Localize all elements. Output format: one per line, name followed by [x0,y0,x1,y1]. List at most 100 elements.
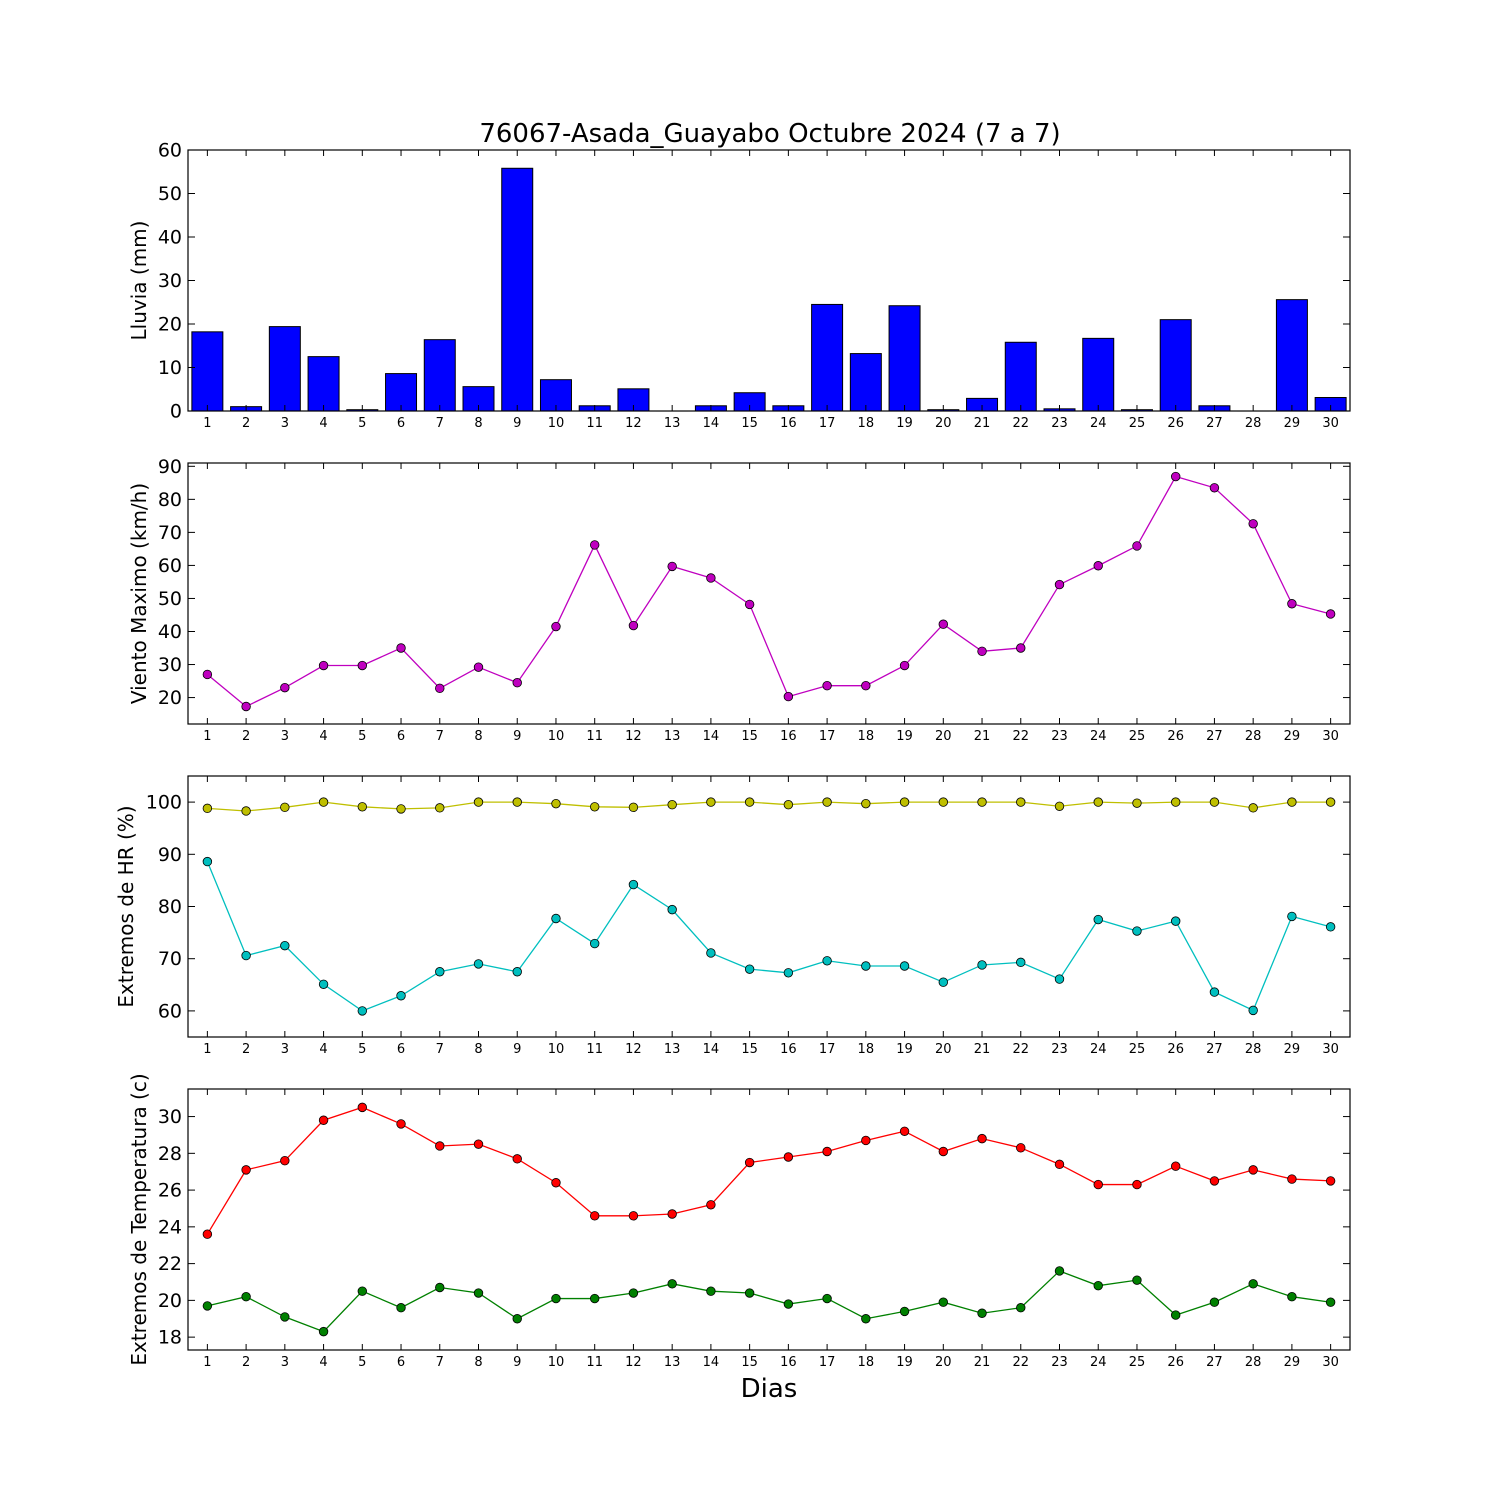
x-tick-label: 17 [819,1355,836,1370]
x-tick-label: 9 [513,416,521,431]
x-tick-label: 7 [436,1355,444,1370]
y-tick-label: 30 [158,1106,182,1128]
temperature-series-0-point-day-13 [667,1209,677,1219]
max-wind-series-0-point-day-4 [318,660,329,671]
temperature-series-0-point-day-25 [1132,1179,1142,1190]
rainfall-bar-day-6 [385,373,418,412]
max-wind-series-0-point-day-26 [1170,471,1181,482]
x-tick-label: 3 [281,729,289,744]
humidity-series-1-point-day-7 [435,967,445,977]
temperature-series-1-point-day-2 [241,1291,251,1302]
temperature-series-1-point-day-29 [1287,1291,1297,1302]
y-tick-label: 60 [158,140,182,162]
humidity-series-1-point-day-20 [938,977,949,987]
x-tick-label: 18 [858,1355,875,1370]
humidity-series-1-point-day-11 [590,938,600,949]
humidity-series-1-point-day-9 [512,967,522,977]
x-tick-label: 3 [281,1355,289,1370]
x-tick-label: 22 [1012,416,1029,431]
x-tick-label: 19 [896,729,913,744]
x-tick-label: 7 [436,729,444,744]
humidity-series-0-point-day-15 [744,797,755,807]
y-tick-label: 30 [158,654,182,676]
x-tick-label: 22 [1012,1355,1029,1370]
rainfall-bar-day-4 [307,356,340,412]
humidity-series-1-point-day-1 [202,856,213,867]
x-tick-label: 22 [1012,1042,1029,1057]
humidity-series-1-point-day-5 [357,1006,368,1016]
y-tick-label: 28 [158,1143,182,1165]
temperature-series-0-point-day-15 [744,1157,755,1168]
x-tick-label: 27 [1206,416,1223,431]
x-tick-label: 18 [858,1042,875,1057]
x-axis-title: Dias [741,1374,798,1404]
x-tick-label: 25 [1129,416,1146,431]
x-tick-label: 5 [358,416,366,431]
rainfall-bar-day-17 [811,303,844,412]
x-tick-label: 13 [664,416,681,431]
humidity-series-1-point-day-10 [551,913,561,924]
x-tick-label: 2 [242,1355,250,1370]
x-tick-label: 28 [1245,416,1262,431]
max-wind-series-0-point-day-1 [202,669,213,680]
y-tick-label: 70 [158,522,182,544]
y-tick-label: 80 [158,489,182,511]
y-tick-label: 40 [158,227,182,249]
humidity-series-0-point-day-5 [357,802,368,812]
humidity-series-0-point-day-16 [783,800,794,810]
humidity-extremes-panel: 1 2 3 4 5 6 7 8 9 10 11 12 13 14 15 16 17 18 19 20 21 22 23 24 2… [114,775,1351,1057]
max-wind-series-0-point-day-18 [861,680,871,691]
temperature-series-1-point-day-11 [590,1293,600,1304]
y-tick-label: 24 [158,1216,182,1238]
temperature-extremes-panel: 1 2 3 4 5 6 7 8 9 10 11 12 13 14 15 16 17 18 19 20 21 22 23 24 2… [127,1073,1351,1370]
humidity-series-0-point-day-19 [899,797,910,807]
temperature-series-0-point-day-1 [202,1229,213,1239]
x-tick-label: 8 [474,729,482,744]
temperature-series-1-point-day-26 [1170,1310,1181,1320]
x-tick-label: 11 [586,416,603,431]
x-tick-label: 9 [513,1042,521,1057]
temperature-series-1-point-day-27 [1209,1297,1220,1307]
x-tick-label: 15 [741,1042,758,1057]
x-tick-label: 20 [935,416,952,431]
temperature-series-1-line [207,1270,1331,1333]
x-tick-label: 14 [703,729,720,744]
x-tick-label: 16 [780,1355,797,1370]
x-tick-label: 20 [935,1355,952,1370]
temperature-series-0-point-day-26 [1170,1161,1181,1171]
rainfall-bar-day-1 [191,331,224,412]
x-tick-label: 24 [1090,1355,1107,1370]
temperature-series-1-point-day-30 [1325,1297,1336,1307]
x-tick-label: 1 [203,1042,211,1057]
max-wind-series-0-point-day-7 [435,683,445,694]
temperature-series-1-point-day-23 [1054,1266,1065,1276]
temperature-series-0-point-day-10 [551,1178,561,1188]
x-tick-label: 8 [474,416,482,431]
x-tick-label: 2 [242,729,250,744]
x-tick-label: 4 [319,729,327,744]
rainfall-bar-day-24 [1082,337,1115,412]
rainfall-bar-day-7 [423,339,456,412]
max-wind-plot-frame [187,462,1351,725]
humidity-series-0-point-day-3 [280,802,290,813]
temperature-series-1-point-day-25 [1132,1275,1142,1285]
x-tick-label: 23 [1051,1042,1068,1057]
x-tick-label: 9 [513,729,521,744]
humidity-series-0-point-day-10 [551,798,561,809]
x-tick-label: 16 [780,416,797,431]
temperature-series-1-point-day-5 [357,1286,368,1296]
temperature-series-0-point-day-29 [1287,1174,1297,1184]
rainfall-y-axis-title: Lluvia (mm) [127,221,151,341]
temperature-series-0-point-day-7 [435,1141,445,1151]
x-tick-label: 2 [242,416,250,431]
max-wind-series-0-point-day-23 [1054,579,1065,590]
temperature-plot-frame [187,1088,1351,1351]
humidity-series-0-point-day-14 [706,797,716,807]
humidity-series-0-point-day-23 [1054,801,1065,811]
humidity-series-1-point-day-26 [1170,916,1181,926]
x-tick-label: 12 [625,1355,642,1370]
max-wind-series-0-point-day-12 [628,620,639,631]
x-tick-label: 27 [1206,1042,1223,1057]
x-tick-label: 8 [474,1042,482,1057]
humidity-series-0-point-day-8 [473,797,484,807]
